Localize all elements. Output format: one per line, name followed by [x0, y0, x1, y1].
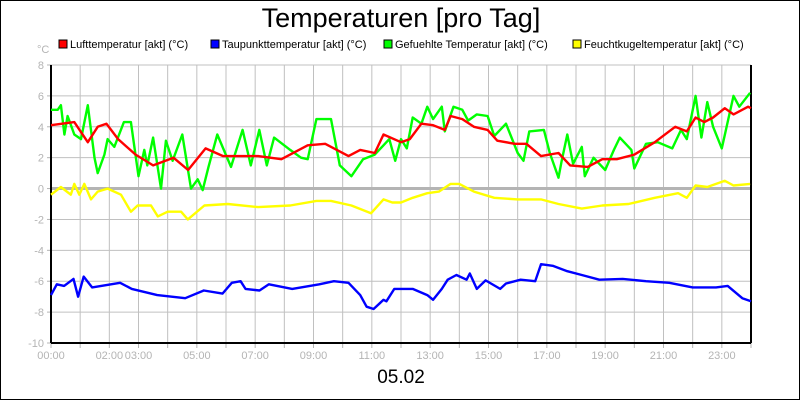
series-line: [51, 92, 752, 192]
legend-label: Gefuehlte Temperatur [akt] (°C): [395, 39, 548, 51]
y-tick-label: 2: [38, 153, 44, 165]
y-tick-label: 8: [38, 60, 44, 72]
y-tick-label: -2: [34, 214, 44, 226]
x-tick-label: 23:00: [708, 350, 736, 362]
y-tick-label: 0: [38, 184, 44, 196]
series-line: [49, 263, 752, 311]
x-tick-label: 05:00: [183, 350, 211, 362]
chart-title: Temperaturen [pro Tag]: [261, 3, 541, 33]
x-tick-label: 09:00: [300, 350, 328, 362]
legend-label: Lufttemperatur [akt] (°C): [70, 39, 188, 51]
y-tick-label: -10: [28, 338, 44, 350]
series-line: [50, 179, 751, 221]
x-tick-label: 11:00: [358, 350, 385, 362]
legend-label: Feuchtkugeltemperatur [akt] (°C): [584, 39, 744, 51]
x-tick-label: 21:00: [650, 350, 678, 362]
grid: [51, 64, 751, 343]
x-axis-label: 05.02: [377, 367, 425, 388]
legend-swatch: [383, 39, 393, 49]
x-tick-label: 03:00: [125, 350, 153, 362]
x-tick-label: 02:00: [96, 350, 124, 362]
series-lines: [49, 92, 752, 311]
x-tick-label: 00:00: [37, 350, 65, 362]
y-tick-label: 6: [38, 91, 44, 103]
x-tick-label: 13:00: [416, 350, 444, 362]
x-tick-label: 19:00: [591, 350, 619, 362]
legend-swatch: [210, 39, 220, 49]
x-tick-label: 07:00: [241, 350, 269, 362]
legend: Lufttemperatur [akt] (°C) Taupunkttempera…: [58, 39, 744, 51]
series-line: [50, 105, 752, 172]
y-tick-label: -4: [34, 245, 44, 257]
x-tick-label: 17:00: [533, 350, 561, 362]
legend-label: Taupunkttemperatur [akt] (°C): [222, 39, 366, 51]
y-tick-label: -8: [34, 307, 44, 319]
y-tick-label: -6: [34, 276, 44, 288]
y-tick-label: 4: [38, 122, 44, 134]
legend-swatch: [572, 39, 582, 49]
legend-swatch: [58, 39, 68, 49]
y-axis-unit: °C: [37, 44, 49, 56]
x-tick-label: 15:00: [475, 350, 503, 362]
